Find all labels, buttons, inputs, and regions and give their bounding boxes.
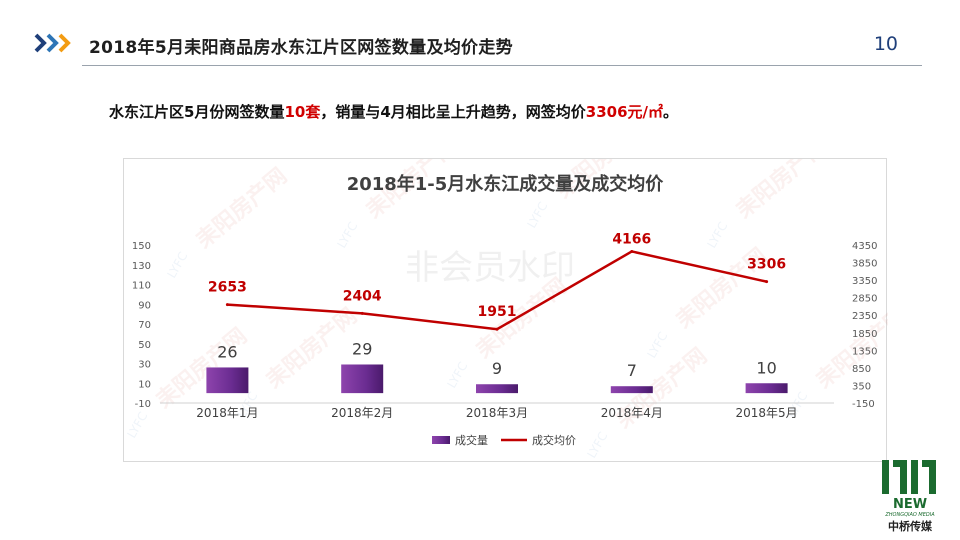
y-right-tick: 2350 (852, 311, 877, 322)
y-left-tick: 10 (138, 379, 151, 390)
summary-count: 10套 (284, 103, 321, 121)
line-point (495, 327, 499, 331)
watermark-short: LYFC (444, 360, 470, 391)
legend-line-label: 成交均价 (532, 433, 576, 447)
y-right-tick: 3350 (852, 276, 877, 287)
line-data-label: 2653 (208, 280, 247, 296)
watermark-brand: 耒阳房产网 (731, 159, 832, 224)
bar-series: 26 29 9 7 10 (206, 339, 788, 394)
x-tick-label: 2018年2月 (331, 406, 393, 420)
chart-legend: 成交量 成交均价 (432, 433, 576, 447)
chart-axes: 150 130 110 90 70 50 30 10 -10 4350 3850 3350 2850 23… (132, 241, 878, 420)
watermark-short: LYFC (164, 250, 190, 281)
x-tick-label: 2018年3月 (466, 406, 528, 420)
page-title: 2018年5月耒阳商品房水东江片区网签数量及均价走势 (89, 38, 513, 58)
page-number: 10 (873, 33, 898, 55)
summary-part1: 水东江片区5月份网签数量 (109, 103, 285, 121)
logo-sub: ZHONGQIAO MEDIA (884, 512, 935, 518)
bar (476, 384, 518, 394)
line-data-label: 4166 (612, 231, 651, 247)
bar (610, 386, 653, 394)
logo-new: NEW (893, 497, 927, 512)
line-point (765, 280, 769, 284)
legend-bar-swatch (432, 436, 450, 444)
y-right-tick: 4350 (852, 241, 877, 252)
header-divider (82, 65, 922, 66)
y-right-tick: 2850 (852, 294, 877, 305)
watermark-short: LYFC (524, 200, 550, 231)
y-left-tick: 150 (132, 241, 151, 252)
watermark-short: LYFC (334, 220, 360, 251)
watermark-short: LYFC (704, 220, 730, 251)
bar-data-label: 7 (627, 361, 637, 380)
bar (745, 383, 788, 394)
y-left-tick: 110 (132, 281, 151, 292)
x-tick-label: 2018年5月 (736, 406, 798, 420)
watermark-short: LYFC (124, 410, 150, 441)
y-left-tick: -10 (135, 399, 151, 410)
bar (341, 364, 384, 394)
y-right-tick: -150 (852, 399, 875, 410)
line-point (225, 303, 229, 307)
summary-part3: 。 (663, 103, 679, 121)
y-right-tick: 1850 (852, 329, 877, 340)
y-left-tick: 30 (138, 360, 151, 371)
legend-bar-label: 成交量 (455, 433, 488, 447)
line-point (630, 249, 634, 253)
y-right-tick: 850 (852, 364, 871, 375)
summary-text: 水东江片区5月份网签数量10套，销量与4月相比呈上升趋势，网签均价3306元/㎡… (109, 101, 678, 122)
x-tick-label: 2018年1月 (196, 406, 258, 420)
bar-data-label: 26 (217, 342, 237, 361)
bar (206, 367, 249, 394)
chevron-arrows-icon (34, 33, 71, 53)
watermark-brand: 耒阳房产网 (191, 163, 292, 254)
y-right-tick: 3850 (852, 259, 877, 270)
watermark-notice: 非会员水印 (405, 248, 575, 288)
watermark-short: LYFC (644, 330, 670, 361)
chart-frame: 耒阳房产网LYFC耒阳房产网LYFC耒阳房产网LYFC耒阳房产网LYFC耒阳房产… (123, 158, 888, 462)
y-right-tick: 350 (852, 381, 871, 392)
line-data-label: 1951 (478, 304, 517, 320)
summary-price: 3306元/㎡ (585, 103, 664, 121)
zhongqiao-logo: NEW ZHONGQIAO MEDIA 中桥传媒 (882, 460, 936, 533)
y-left-tick: 70 (138, 320, 151, 331)
header: 2018年5月耒阳商品房水东江片区网签数量及均价走势 10 (0, 0, 960, 70)
bar-data-label: 10 (756, 358, 776, 377)
y-left-tick: 50 (138, 340, 151, 351)
chart: 耒阳房产网LYFC耒阳房产网LYFC耒阳房产网LYFC耒阳房产网LYFC耒阳房产… (124, 159, 888, 461)
line-point (360, 311, 364, 315)
chart-title: 2018年1-5月水东江成交量及成交均价 (347, 173, 665, 195)
y-left-tick: 90 (138, 300, 151, 311)
bar-data-label: 9 (492, 359, 502, 378)
logo-cn: 中桥传媒 (888, 519, 933, 533)
y-left-tick: 130 (132, 261, 151, 272)
bar-data-label: 29 (352, 339, 372, 358)
line-data-label: 2404 (343, 288, 382, 304)
summary-part2: ，销量与4月相比呈上升趋势，网签均价 (320, 103, 586, 121)
y-right-tick: 1350 (852, 346, 877, 357)
watermark-short: LYFC (584, 430, 610, 461)
x-tick-label: 2018年4月 (601, 406, 663, 420)
line-series: 2653 2404 1951 4166 3306 (208, 231, 786, 331)
line-data-label: 3306 (747, 257, 786, 273)
